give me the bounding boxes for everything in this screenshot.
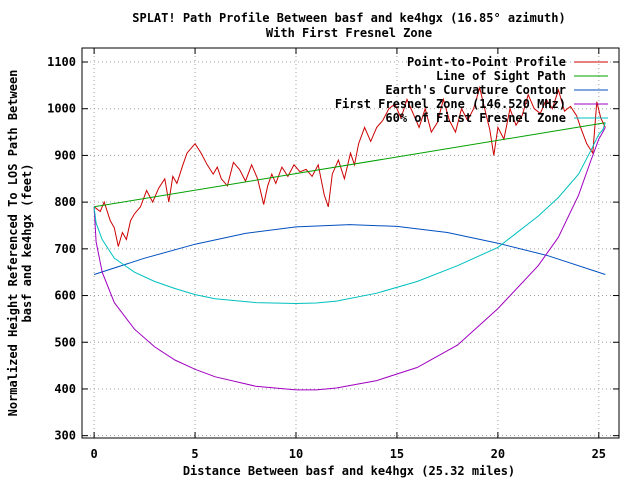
x-tick-label: 15 — [390, 447, 404, 461]
legend-label-1: Line of Sight Path — [436, 69, 566, 83]
x-tick-label: 0 — [90, 447, 97, 461]
series-line-2 — [93, 224, 606, 275]
y-tick-label: 1100 — [47, 55, 76, 69]
y-tick-label: 700 — [54, 242, 76, 256]
y-axis-label-line-2: basf and ke4hgx (feet) — [20, 164, 34, 323]
legend-label-3: First Fresnel Zone (146.520 MHz) — [335, 97, 566, 111]
x-tick-label: 10 — [289, 447, 303, 461]
y-tick-label: 800 — [54, 195, 76, 209]
series-line-4 — [93, 122, 606, 305]
y-tick-label: 900 — [54, 148, 76, 162]
series-line-0 — [93, 85, 606, 247]
y-tick-label: 500 — [54, 335, 76, 349]
chart-title-line-2: With First Fresnel Zone — [266, 26, 432, 40]
series-line-1 — [94, 122, 606, 208]
plot-area-border — [81, 47, 620, 439]
legend-label-0: Point-to-Point Profile — [407, 55, 566, 69]
legend-label-2: Earth's Curvature Contour — [385, 83, 566, 97]
x-tick-label: 5 — [191, 447, 198, 461]
chart-title-line-1: SPLAT! Path Profile Between basf and ke4… — [132, 11, 565, 25]
x-axis-label: Distance Between basf and ke4hgx (25.32 … — [183, 464, 515, 478]
y-tick-label: 600 — [54, 289, 76, 303]
y-tick-label: 400 — [54, 382, 76, 396]
series-line-3 — [93, 127, 606, 391]
data-series — [93, 85, 606, 391]
y-tick-label: 300 — [54, 429, 76, 443]
legend-label-4: 60% of First Fresnel Zone — [385, 111, 566, 125]
y-tick-label: 1000 — [47, 102, 76, 116]
x-tick-label: 25 — [592, 447, 606, 461]
grid-lines — [82, 48, 619, 438]
x-tick-label: 20 — [491, 447, 505, 461]
axis-ticks: 0 5 10 15 20 25 300 400 500 600 700 800 900 1000 1100 — [47, 48, 619, 461]
y-axis-label-line-1: Normalized Height Referenced To LOS Path… — [6, 70, 20, 417]
